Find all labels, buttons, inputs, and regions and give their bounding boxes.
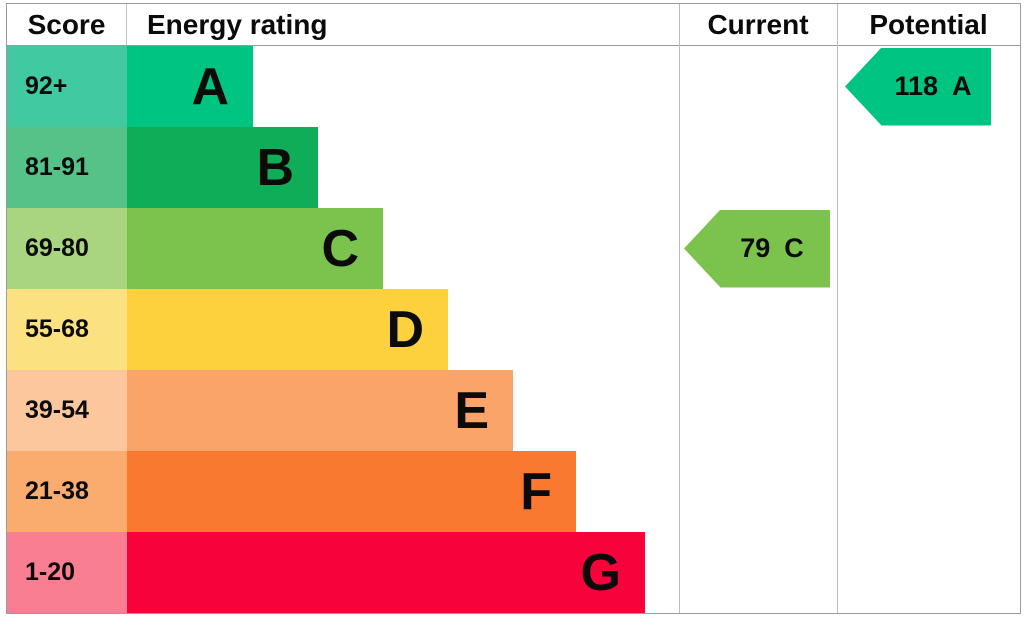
potential-cell-a: 118 A [837,46,1020,127]
rating-bar-a: A [127,46,253,127]
potential-cell-b [837,127,1020,208]
rating-bar-d: D [127,289,448,370]
band-letter-b: B [256,138,294,197]
current-cell-b [679,127,837,208]
score-range-f: 21-38 [7,451,127,532]
rating-cell-e: E [127,370,679,451]
score-range-b: 81-91 [7,127,127,208]
current-cell-c: 79 C [679,208,837,289]
epc-rating-chart: Score Energy rating Current Potential 92… [6,3,1021,614]
potential-rating-arrow: 118 A [845,47,991,126]
band-row-d: 55-68 D [7,289,1020,370]
column-divider-potential [837,4,838,613]
band-letter-g: G [580,543,621,602]
band-row-g: 1-20 G [7,532,1020,613]
score-column-header: Score [7,4,127,45]
band-letter-e: E [454,381,489,440]
energy-rating-column-header: Energy rating [147,8,328,40]
rating-cell-f: F [127,451,679,532]
rating-bar-b: B [127,127,318,208]
chart-header: Score Energy rating Current Potential [7,4,1020,46]
current-cell-e [679,370,837,451]
current-rating-arrow: 79 C [684,209,830,288]
score-range-d: 55-68 [7,289,127,370]
band-letter-c: C [321,219,359,278]
column-divider-current [679,4,680,613]
rating-bar-g: G [127,532,645,613]
band-letter-d: D [386,300,424,359]
score-range-c: 69-80 [7,208,127,289]
potential-cell-c [837,208,1020,289]
rating-cell-d: D [127,289,679,370]
score-range-g: 1-20 [7,532,127,613]
rating-bar-e: E [127,370,513,451]
current-column-header: Current [707,8,809,40]
band-rows: 92+ A 118 A 81-91 B 69-80 C 79 C 55-68 D 39-54 E 21-38… [7,46,1020,613]
rating-cell-b: B [127,127,679,208]
rating-bar-c: C [127,208,383,289]
potential-cell-d [837,289,1020,370]
current-cell-a [679,46,837,127]
band-row-b: 81-91 B [7,127,1020,208]
band-letter-f: F [520,462,552,521]
potential-column-header: Potential [869,8,988,40]
band-row-e: 39-54 E [7,370,1020,451]
score-range-e: 39-54 [7,370,127,451]
current-cell-f [679,451,837,532]
band-row-c: 69-80 C 79 C [7,208,1020,289]
potential-rating-letter: A [952,71,972,101]
band-row-f: 21-38 F [7,451,1020,532]
current-rating-value: 79 [740,233,771,263]
rating-bar-f: F [127,451,576,532]
potential-cell-g [837,532,1020,613]
band-letter-a: A [191,57,229,116]
rating-cell-a: A [127,46,679,127]
current-rating-letter: C [784,233,804,263]
rating-cell-c: C [127,208,679,289]
current-cell-g [679,532,837,613]
band-row-a: 92+ A 118 A [7,46,1020,127]
current-cell-d [679,289,837,370]
potential-cell-e [837,370,1020,451]
potential-cell-f [837,451,1020,532]
score-range-a: 92+ [7,46,127,127]
rating-cell-g: G [127,532,679,613]
potential-rating-value: 118 [894,71,939,101]
